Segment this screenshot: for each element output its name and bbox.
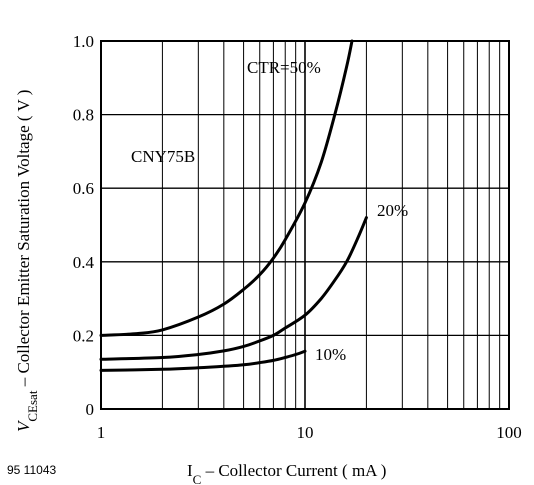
x-tick-label: 100 [496,423,522,442]
series-line-2 [99,349,307,372]
y-tick-label: 0.6 [73,179,94,198]
x-axis-label: IC – Collector Current ( mA ) [187,461,386,485]
y-tick-labels: 0 0.2 0.4 0.6 0.8 1.0 [73,32,95,419]
grid-lines [101,41,509,409]
annotation-label: CNY75B [131,147,195,166]
y-tick-label: 0.2 [73,326,94,345]
series-label-2: 10% [315,345,346,364]
curve-labels: CTR=50% 20% 10% [247,58,408,364]
x-tick-label: 1 [97,423,106,442]
x-tick-label: 10 [297,423,314,442]
series-line-0 [99,39,354,337]
y-tick-label: 1.0 [73,32,94,51]
y-tick-label: 0.8 [73,106,94,125]
series-line-1 [99,216,368,361]
plot-frame [100,40,510,410]
y-tick-label: 0 [86,400,95,419]
y-axis-label: VCEsat – Collector Emitter Saturation Vo… [14,90,40,432]
x-tick-labels: 1 10 100 [97,423,522,442]
figure-id: 95 11043 [7,463,56,477]
y-tick-label: 0.4 [73,253,95,272]
series-label-1: 20% [377,201,408,220]
series-group [99,39,368,372]
series-label-0: CTR=50% [247,58,321,77]
